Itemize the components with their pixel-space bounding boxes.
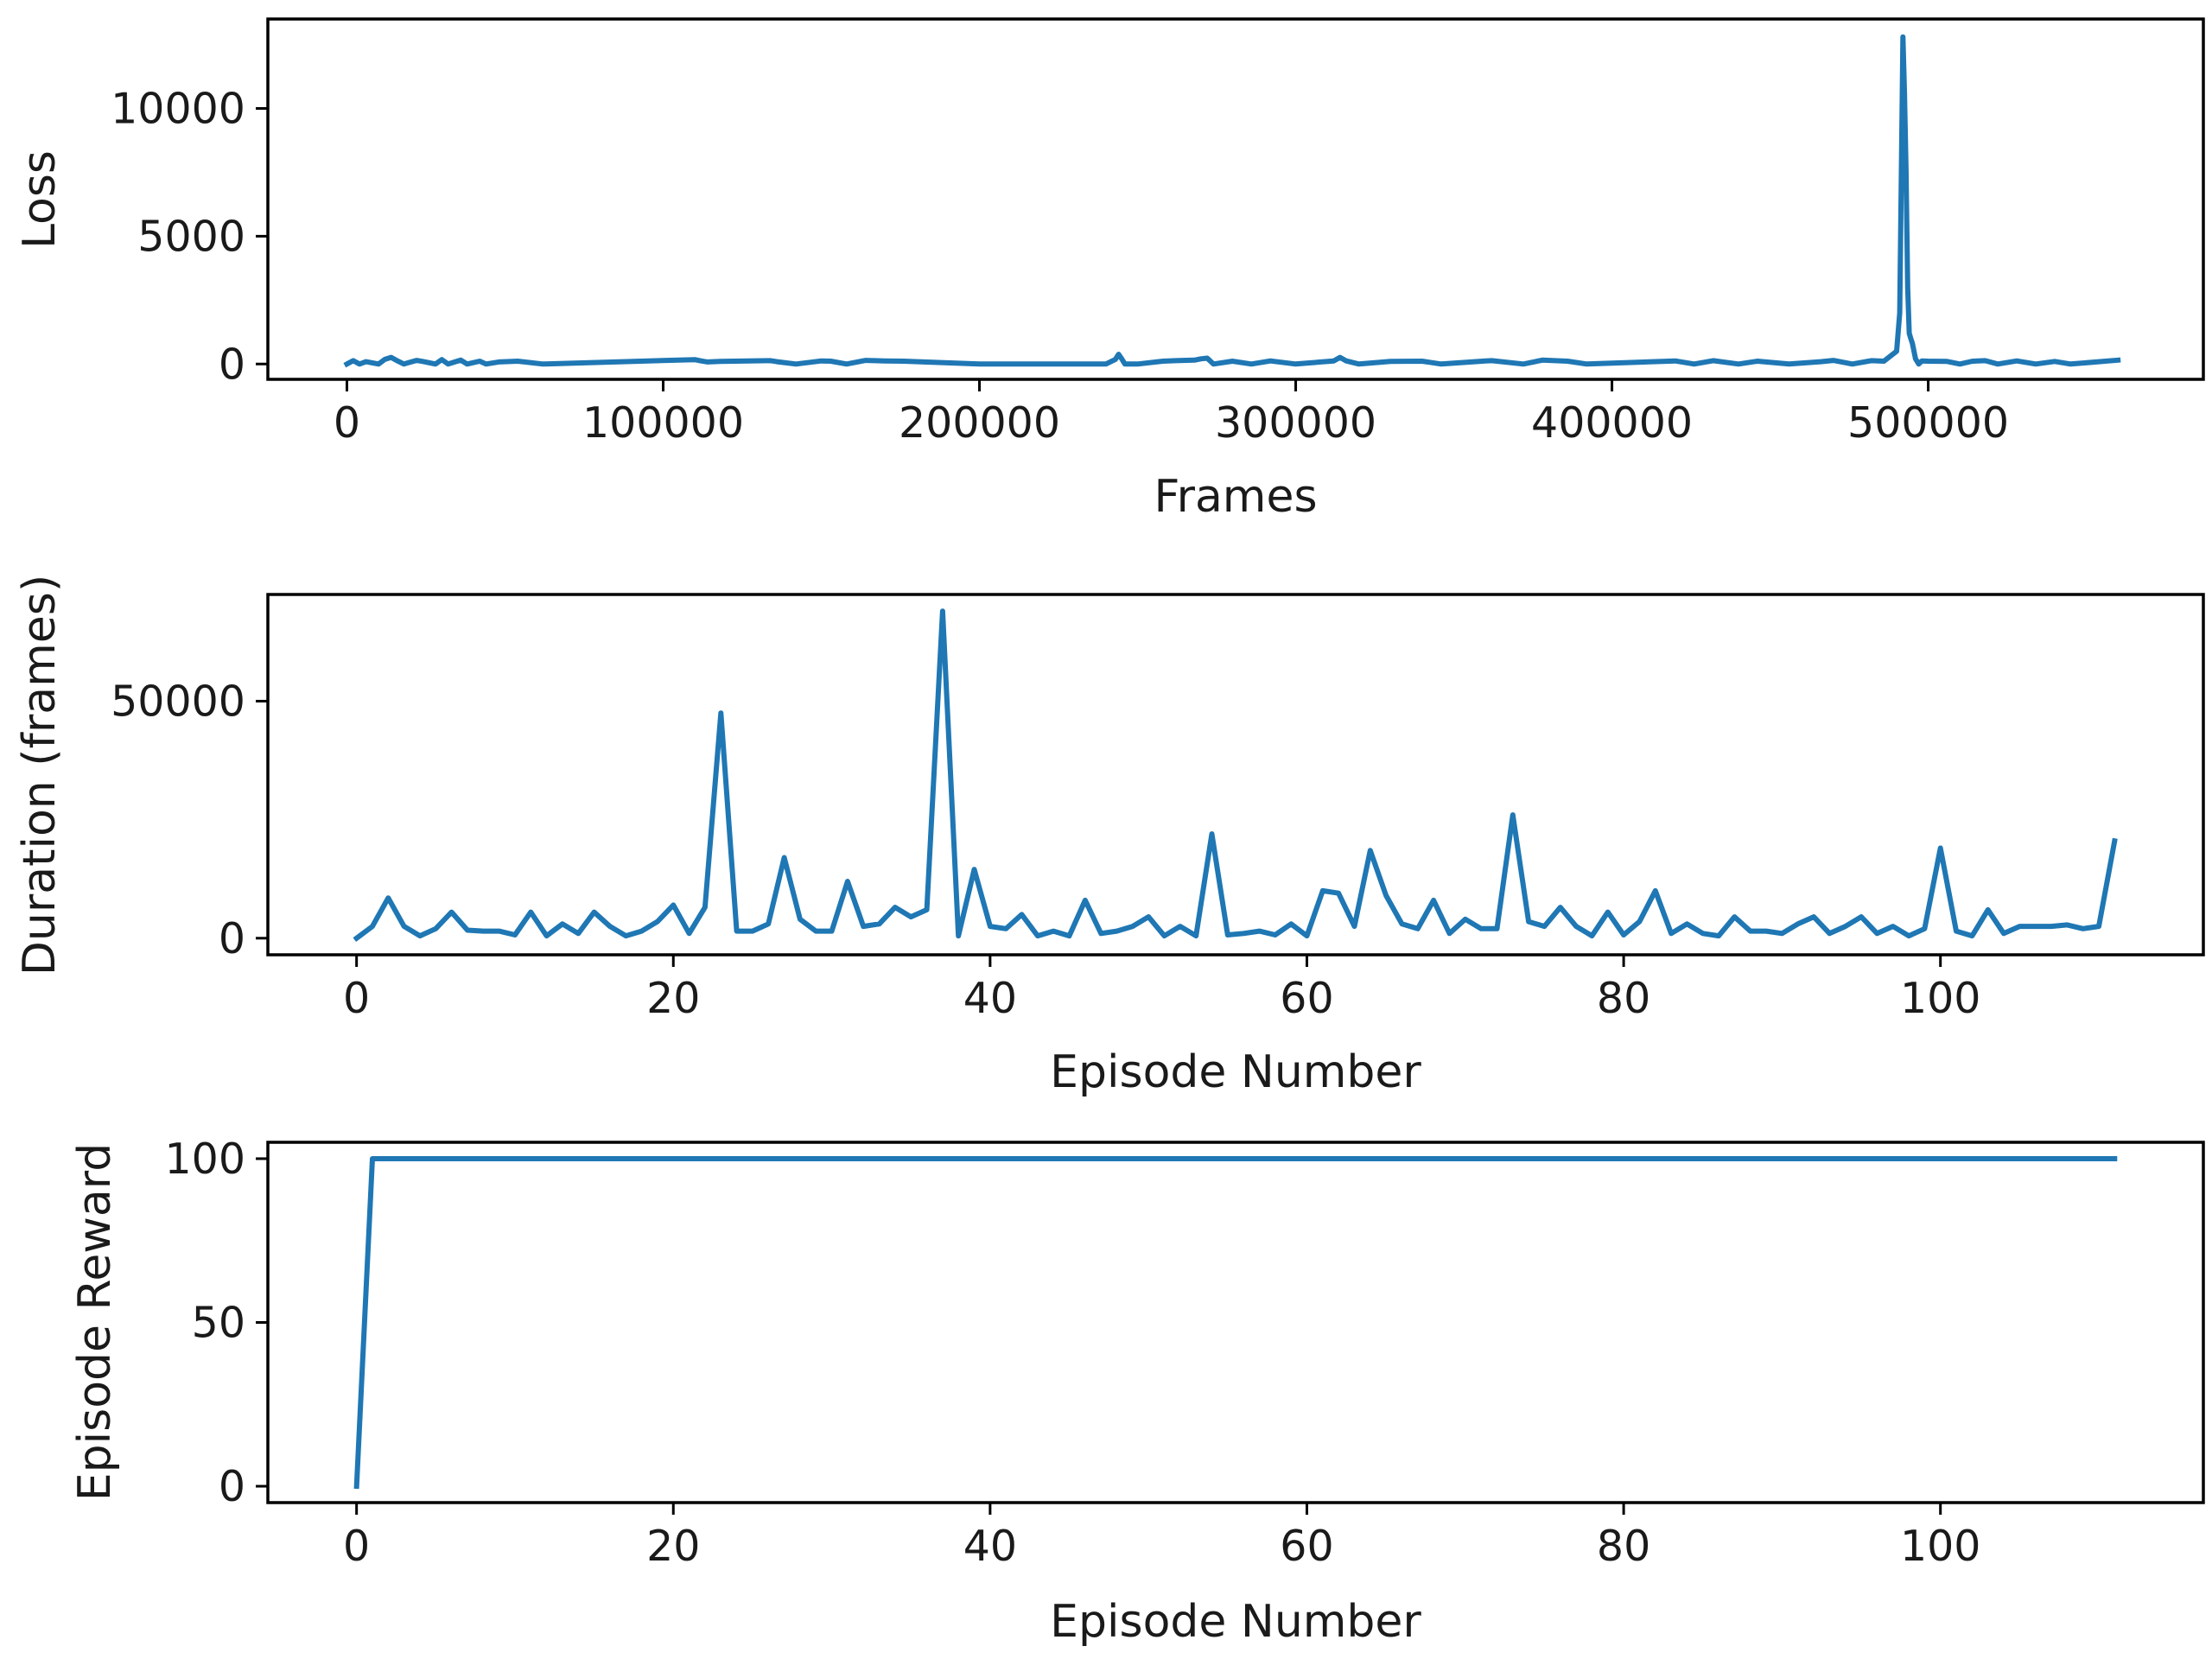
loss-y-tick-label: 5000	[137, 212, 245, 261]
reward-x-axis-label: Episode Number	[1050, 1596, 1421, 1648]
reward-x-tick-label: 0	[343, 1522, 370, 1571]
loss-x-tick-label: 100000	[582, 398, 744, 448]
duration-chart-panel: 0 20 40 60 80 100 0 50000 Episode Number Durati…	[14, 575, 2205, 1098]
duration-y-axis-label: Duration (frames)	[14, 575, 66, 976]
reward-y-tick-label: 50	[192, 1299, 245, 1348]
reward-x-tick-label: 100	[1900, 1522, 1981, 1571]
duration-x-tick-label: 60	[1280, 974, 1333, 1023]
duration-series-line	[353, 608, 2118, 942]
loss-series	[343, 34, 2121, 368]
duration-y-tick-label: 0	[219, 914, 245, 963]
duration-axes-frame	[266, 593, 2205, 957]
loss-series-line	[343, 34, 2121, 368]
duration-series	[353, 608, 2118, 942]
loss-y-tick-label: 0	[219, 340, 245, 389]
duration-x-tick-label: 40	[963, 974, 1017, 1023]
loss-y-axis-label: Loss	[14, 150, 66, 249]
reward-x-tick-label: 80	[1597, 1522, 1650, 1571]
loss-x-tick-label: 0	[334, 398, 360, 448]
duration-x-tick-label: 0	[343, 974, 370, 1023]
reward-series	[353, 1156, 2118, 1490]
loss-x-axis-label: Frames	[1154, 471, 1317, 523]
reward-x-tick-label: 60	[1280, 1522, 1333, 1571]
loss-ticks: 0 100000 200000 300000 400000 500000 0 5000 1000…	[111, 85, 2009, 448]
loss-chart-panel: 0 100000 200000 300000 400000 500000 0 5000 1000…	[14, 17, 2205, 523]
duration-x-tick-label: 80	[1597, 974, 1650, 1023]
reward-x-tick-label: 20	[646, 1522, 700, 1571]
loss-axes-frame	[266, 17, 2205, 381]
reward-y-tick-label: 100	[164, 1135, 245, 1184]
loss-y-tick-label: 10000	[111, 85, 245, 134]
duration-ticks: 0 20 40 60 80 100 0 50000	[111, 677, 1980, 1023]
reward-chart-panel: 0 20 40 60 80 100 0 50 100 Episode Number Episod…	[69, 1135, 2205, 1648]
reward-x-tick-label: 40	[963, 1522, 1017, 1571]
duration-y-tick-label: 50000	[111, 677, 245, 726]
duration-x-axis-label: Episode Number	[1050, 1046, 1421, 1098]
loss-x-tick-label: 400000	[1531, 398, 1693, 448]
duration-x-tick-label: 100	[1900, 974, 1981, 1023]
loss-x-tick-label: 300000	[1215, 398, 1376, 448]
duration-x-tick-label: 20	[646, 974, 700, 1023]
reward-series-line	[353, 1156, 2118, 1490]
reward-y-axis-label: Episode Reward	[69, 1143, 121, 1501]
loss-x-tick-label: 200000	[899, 398, 1060, 448]
reward-y-tick-label: 0	[219, 1462, 245, 1511]
loss-x-tick-label: 500000	[1847, 398, 2009, 448]
reward-ticks: 0 20 40 60 80 100 0 50 100	[164, 1135, 1980, 1571]
